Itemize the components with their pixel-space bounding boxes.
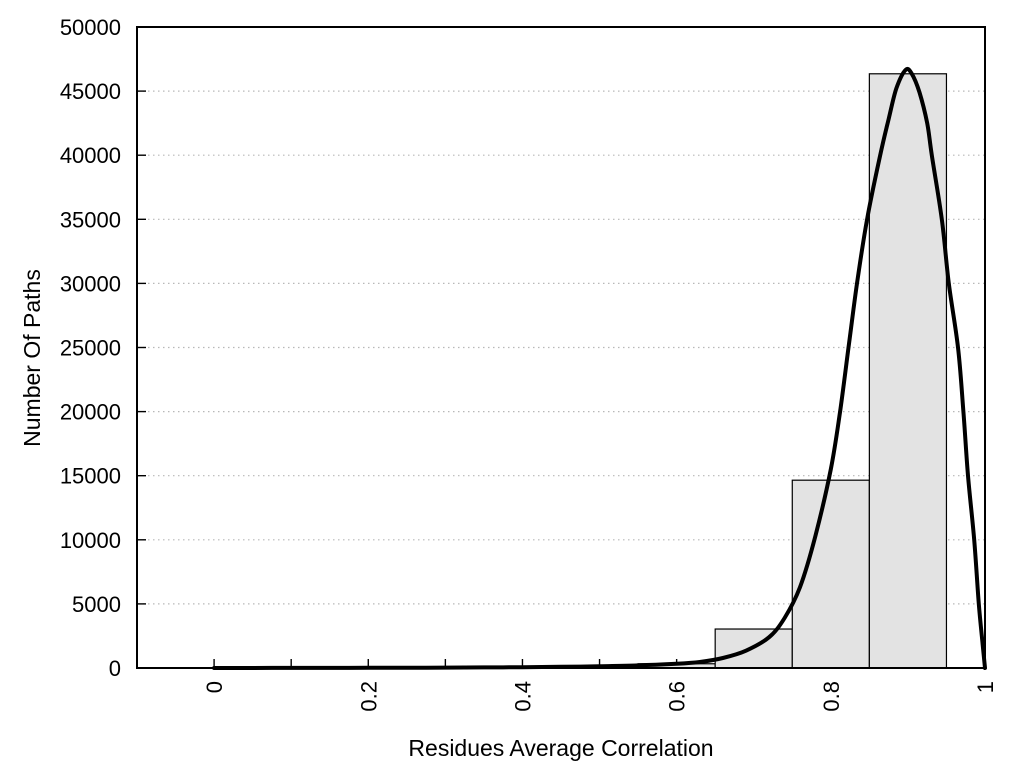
x-tick-label: 0.2 — [356, 681, 381, 712]
histogram-bar — [714, 628, 793, 669]
y-tick-label: 45000 — [60, 79, 121, 104]
y-tick-label: 50000 — [60, 15, 121, 40]
x-tick-label: 1 — [973, 681, 998, 693]
y-tick-label: 25000 — [60, 336, 121, 361]
x-tick-labels: 0 0.2 0.4 0.6 0.8 1 — [202, 681, 998, 712]
x-tick-label: 0.8 — [819, 681, 844, 712]
y-axis-label: Number Of Paths — [19, 269, 45, 447]
y-tick-label: 0 — [109, 656, 121, 681]
y-tick-labels: 0 5000 10000 15000 20000 25000 30000 35000 40000… — [60, 15, 121, 681]
x-tick-label: 0.4 — [510, 681, 535, 712]
x-axis-label: Residues Average Correlation — [408, 735, 713, 761]
plot-border — [136, 26, 986, 669]
y-tick-label: 5000 — [72, 592, 121, 617]
y-tick-label: 15000 — [60, 464, 121, 489]
y-tick-label: 40000 — [60, 143, 121, 168]
y-tick-label: 20000 — [60, 400, 121, 425]
y-tick-label: 10000 — [60, 528, 121, 553]
y-tick-label: 35000 — [60, 207, 121, 232]
x-tick-label: 0 — [202, 681, 227, 693]
x-tick-label: 0.6 — [665, 681, 690, 712]
y-tick-label: 30000 — [60, 271, 121, 296]
